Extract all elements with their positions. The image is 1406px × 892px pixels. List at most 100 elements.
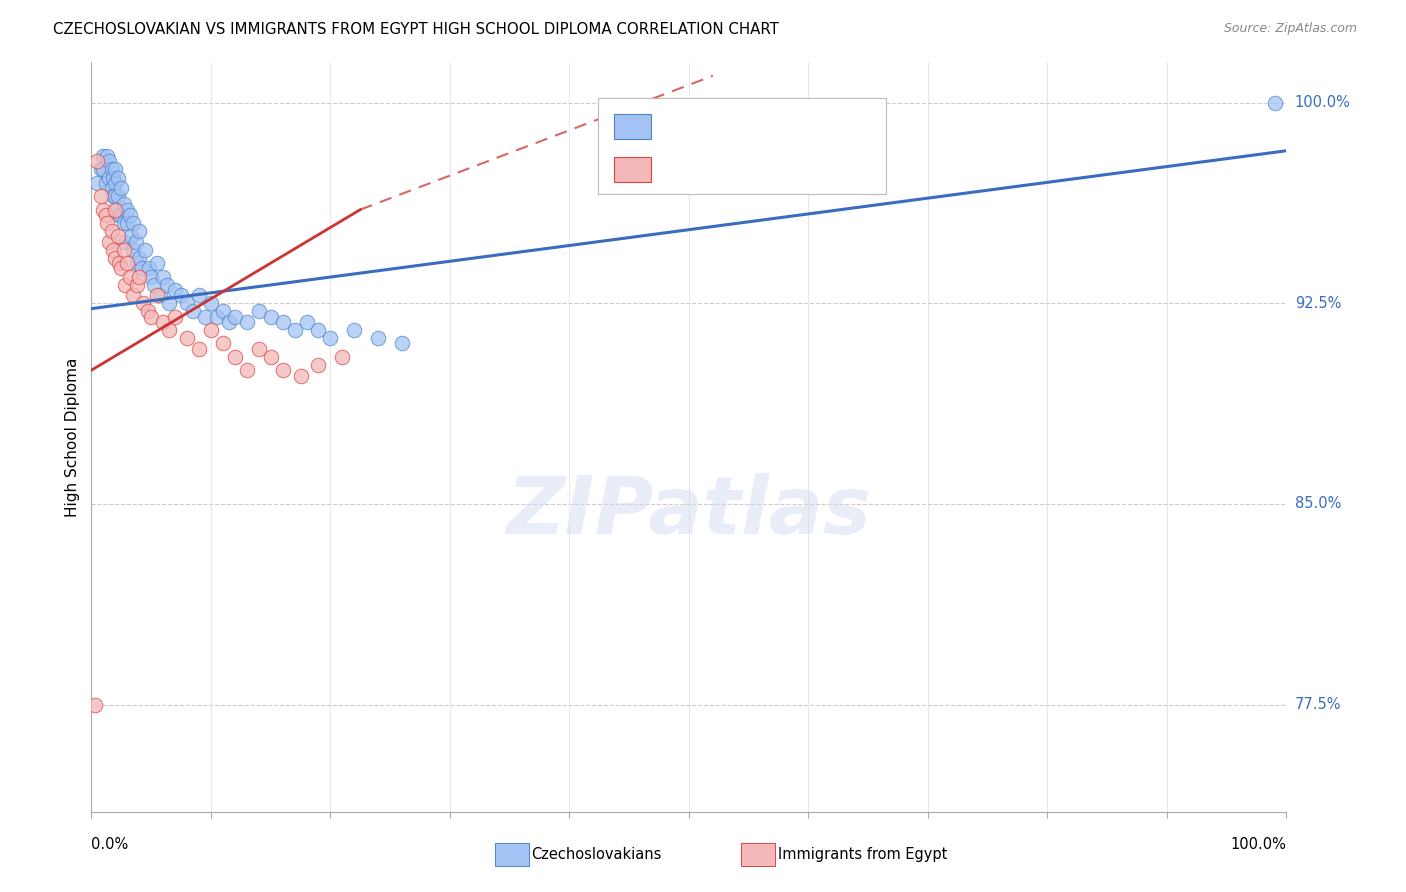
Point [247, 342, 270, 356]
Point [200, 323, 222, 337]
Point [148, 288, 170, 302]
Point [343, 323, 366, 337]
Point [224, 350, 246, 364]
Text: 100.0%: 100.0% [1230, 837, 1286, 852]
Point [84, 698, 107, 712]
Point [108, 256, 131, 270]
Point [131, 261, 153, 276]
Point [104, 202, 127, 217]
Point [107, 229, 129, 244]
Point [90, 162, 112, 177]
Point [163, 283, 186, 297]
Point [271, 363, 294, 377]
Point [247, 304, 270, 318]
Y-axis label: High School Diploma: High School Diploma [65, 358, 80, 516]
Point [271, 315, 294, 329]
Point [218, 315, 240, 329]
Point [259, 310, 281, 324]
Text: CZECHOSLOVAKIAN VS IMMIGRANTS FROM EGYPT HIGH SCHOOL DIPLOMA CORRELATION CHART: CZECHOSLOVAKIAN VS IMMIGRANTS FROM EGYPT… [53, 22, 779, 37]
Point [200, 296, 222, 310]
Point [307, 358, 329, 372]
Point [96, 216, 118, 230]
Point [112, 197, 135, 211]
Point [259, 350, 281, 364]
Point [156, 277, 179, 292]
Point [187, 342, 211, 356]
Point [93, 149, 114, 163]
Text: 77.5%: 77.5% [1295, 698, 1341, 712]
Point [94, 176, 117, 190]
Point [114, 277, 136, 292]
Text: 100.0%: 100.0% [1295, 95, 1351, 110]
Point [115, 202, 138, 217]
Point [128, 269, 150, 284]
Point [187, 288, 211, 302]
Point [170, 288, 193, 302]
Point [110, 261, 132, 276]
Point [157, 323, 180, 337]
Point [157, 296, 180, 310]
Text: R = 0.150: R = 0.150 [659, 114, 749, 132]
Point [110, 181, 132, 195]
Point [104, 251, 127, 265]
Point [211, 304, 233, 318]
Point [90, 189, 112, 203]
Text: 0.0%: 0.0% [91, 837, 128, 852]
Text: 85.0%: 85.0% [1295, 497, 1341, 511]
Text: 92.5%: 92.5% [1295, 296, 1341, 310]
Point [118, 269, 141, 284]
Point [181, 304, 204, 318]
Text: N = 40: N = 40 [772, 157, 834, 175]
Point [142, 277, 165, 292]
Point [295, 315, 318, 329]
Point [122, 288, 145, 302]
Point [163, 310, 186, 324]
Point [101, 189, 124, 203]
Point [128, 251, 150, 265]
Point [104, 162, 127, 177]
Point [391, 336, 413, 351]
Point [118, 208, 141, 222]
Point [98, 154, 121, 169]
Point [332, 350, 354, 364]
Point [115, 216, 138, 230]
Point [114, 235, 136, 249]
Point [367, 331, 389, 345]
Point [112, 216, 135, 230]
Point [146, 256, 169, 270]
Point [235, 315, 259, 329]
Point [107, 189, 129, 203]
Point [101, 170, 124, 185]
Point [110, 208, 132, 222]
Point [86, 154, 108, 169]
Text: ZIPatlas: ZIPatlas [506, 473, 872, 551]
Point [112, 243, 135, 257]
Point [1264, 95, 1286, 110]
Point [93, 202, 114, 217]
Point [290, 368, 312, 383]
Text: R = 0.234: R = 0.234 [659, 157, 751, 175]
Point [98, 170, 121, 185]
Point [128, 224, 150, 238]
Text: N = 69: N = 69 [772, 114, 834, 132]
Point [134, 243, 156, 257]
Point [96, 149, 118, 163]
Point [100, 224, 122, 238]
Point [122, 243, 145, 257]
Point [100, 162, 122, 177]
Text: Czechoslovakians: Czechoslovakians [531, 847, 662, 862]
Point [100, 181, 122, 195]
Point [93, 162, 114, 177]
Point [98, 235, 121, 249]
Point [115, 256, 138, 270]
Point [122, 216, 145, 230]
Point [104, 176, 127, 190]
Point [105, 202, 128, 217]
Point [138, 261, 160, 276]
Point [136, 304, 159, 318]
Point [125, 277, 148, 292]
Point [176, 331, 198, 345]
Point [224, 310, 246, 324]
Point [205, 310, 228, 324]
Point [319, 331, 342, 345]
